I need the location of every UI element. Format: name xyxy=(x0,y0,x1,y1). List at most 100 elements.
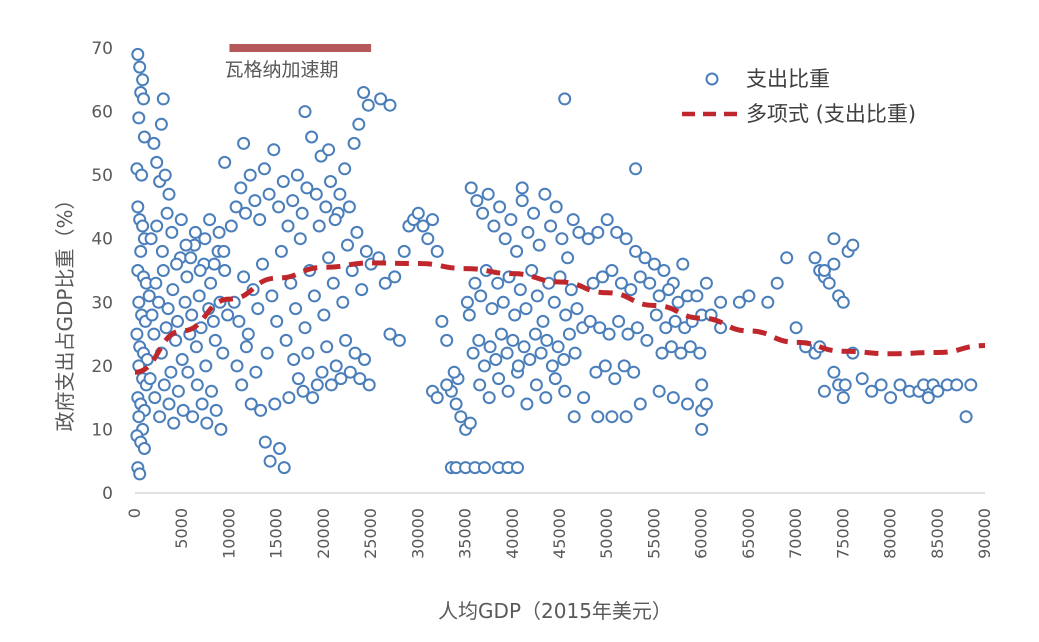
scatter-point xyxy=(528,327,542,341)
scatter-point xyxy=(544,219,558,233)
scatter-point xyxy=(500,346,514,360)
scatter-point xyxy=(515,181,529,195)
scatter-point xyxy=(239,206,252,220)
scatter-point xyxy=(198,232,212,246)
scatter-point xyxy=(383,98,397,112)
scatter-point xyxy=(532,238,546,252)
scatter-point xyxy=(547,295,561,309)
scatter-point xyxy=(652,384,666,398)
scatter-point xyxy=(681,397,694,411)
legend: 支出比重 多项式 (支出比重) xyxy=(682,67,916,126)
scatter-point xyxy=(589,365,603,379)
scatter-point xyxy=(477,461,491,475)
scatter-point xyxy=(558,92,572,106)
scatter-point xyxy=(602,327,616,341)
scatter-point xyxy=(640,333,654,347)
y-tick-label: 50 xyxy=(91,166,113,186)
x-tick-label: 35000 xyxy=(456,508,475,559)
scatter-point xyxy=(212,225,226,239)
scatter-point xyxy=(150,219,164,233)
scatter-point xyxy=(624,283,638,297)
scatter-point xyxy=(171,384,185,398)
scatter-point xyxy=(630,321,644,335)
scatter-point xyxy=(175,353,189,366)
scatter-point xyxy=(822,276,836,290)
scatter-point xyxy=(277,461,291,475)
scatter-point xyxy=(293,232,307,246)
scatter-point xyxy=(170,257,184,271)
scatter-point xyxy=(893,378,907,392)
scatter-point xyxy=(353,372,367,386)
scatter-point xyxy=(217,244,231,258)
scatter-point xyxy=(132,410,146,424)
scatter-point xyxy=(742,289,756,303)
scatter-point xyxy=(605,264,619,277)
scatter-point xyxy=(515,194,529,208)
scatter-point xyxy=(312,219,326,233)
scatter-point xyxy=(342,200,356,214)
scatter-point xyxy=(583,314,597,328)
scatter-point xyxy=(174,213,188,227)
scatter-point xyxy=(162,397,176,411)
scatter-point xyxy=(230,359,244,373)
scatter-point xyxy=(498,232,512,246)
scatter-point xyxy=(545,359,559,373)
scatter-point xyxy=(780,251,794,265)
scatter-point xyxy=(291,372,305,386)
scatter-point xyxy=(256,257,269,271)
scatter-point xyxy=(827,365,841,379)
annotation: 瓦格纳加速期 xyxy=(224,44,372,81)
scatter-point xyxy=(178,295,192,309)
x-tick-label: 30000 xyxy=(408,508,427,559)
scatter-point xyxy=(494,327,508,341)
scatter-point xyxy=(501,384,515,398)
scatter-point xyxy=(347,136,361,150)
scatter-point xyxy=(865,384,879,398)
scatter-point xyxy=(224,219,238,233)
scatter-point xyxy=(267,143,281,157)
scatter-point xyxy=(489,353,503,366)
scatter-point xyxy=(638,251,652,265)
x-tick-label: 20000 xyxy=(314,508,333,559)
scatter-point xyxy=(474,289,488,303)
scatter-point xyxy=(189,340,203,354)
scatter-point xyxy=(482,391,496,405)
scatter-point xyxy=(664,340,678,354)
scatter-point xyxy=(519,302,533,316)
scatter-point xyxy=(440,333,454,347)
scatter-point xyxy=(426,213,439,227)
scatter-point xyxy=(262,187,276,201)
scatter-point xyxy=(254,403,268,417)
scatter-point xyxy=(534,346,548,360)
scatter-point xyxy=(542,276,556,290)
scatter-point xyxy=(241,327,255,341)
scatter-point xyxy=(188,225,202,239)
trendline xyxy=(134,260,986,375)
scatter-point xyxy=(276,175,290,188)
scatter-point xyxy=(586,276,600,290)
scatter-point xyxy=(159,321,173,335)
scatter-point xyxy=(229,200,243,214)
scatter-point xyxy=(411,206,425,220)
scatter-point xyxy=(265,289,279,303)
scatter-point xyxy=(521,225,535,239)
scatter-point xyxy=(338,162,352,176)
scatter-point xyxy=(142,289,156,303)
scatter-point xyxy=(827,232,841,246)
scatter-point xyxy=(652,289,666,303)
scatter-point xyxy=(251,302,265,316)
scatter-point xyxy=(693,346,707,360)
scatter-point xyxy=(156,92,170,106)
scatter-point xyxy=(610,225,624,239)
scatter-point xyxy=(572,225,586,239)
scatter-point xyxy=(473,378,487,392)
scatter-point xyxy=(549,200,563,214)
scatter-point xyxy=(309,187,323,201)
scatter-point xyxy=(608,372,622,386)
scatter-point xyxy=(629,244,643,258)
scatter-point xyxy=(270,314,284,328)
scatter-point xyxy=(468,276,482,290)
scatter-point xyxy=(207,257,221,271)
scatter-point xyxy=(301,346,315,360)
scatter-point xyxy=(714,295,728,309)
